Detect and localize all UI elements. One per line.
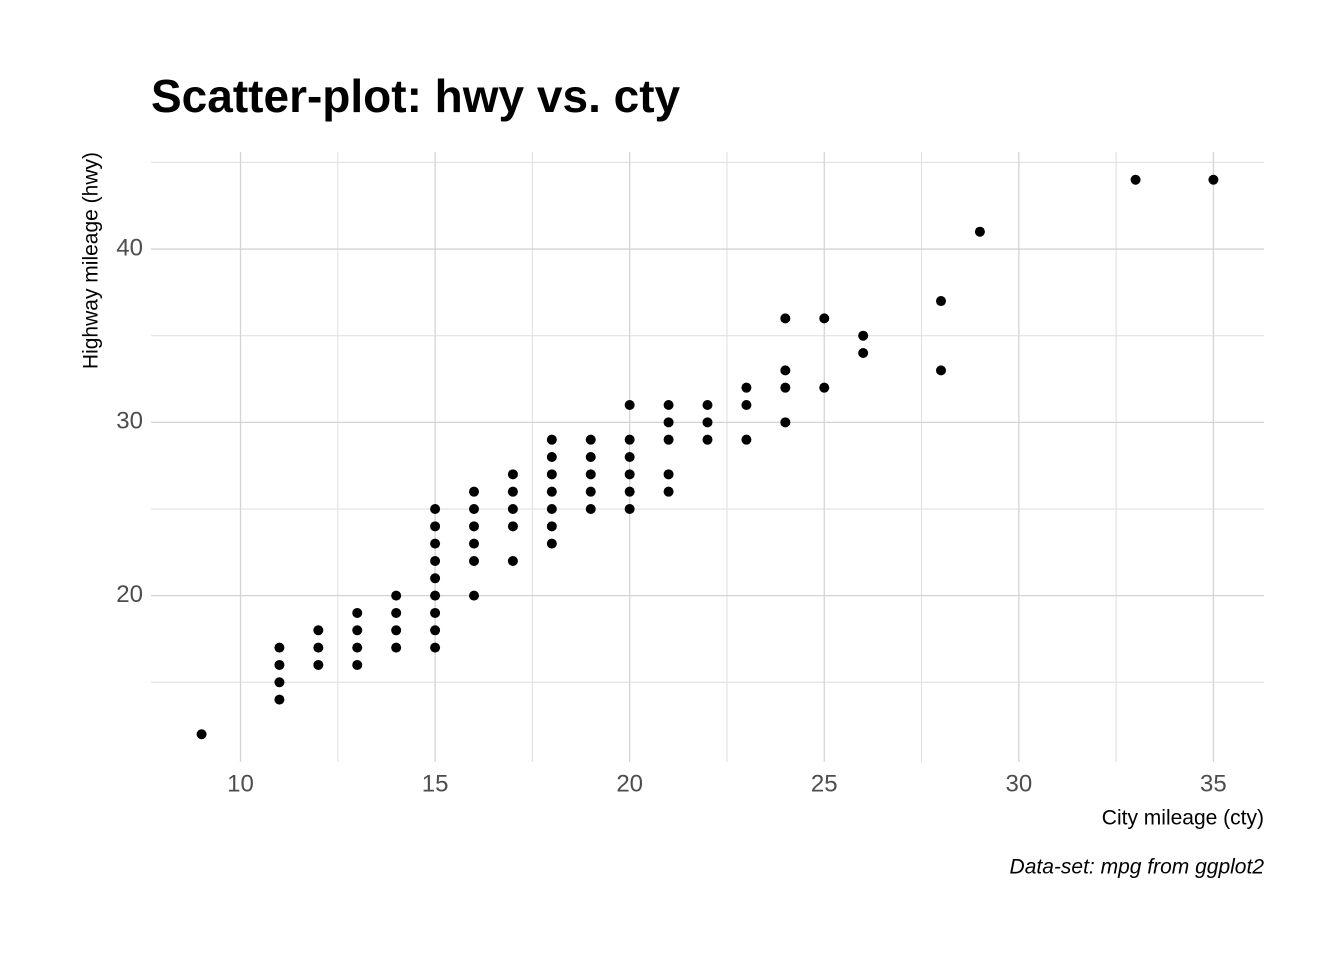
point	[352, 607, 363, 618]
point	[702, 400, 713, 411]
point	[663, 469, 674, 480]
point	[702, 417, 713, 428]
point	[585, 503, 596, 514]
point	[430, 503, 441, 514]
point	[663, 417, 674, 428]
point	[469, 503, 480, 514]
point	[313, 625, 324, 636]
point	[546, 503, 557, 514]
point	[313, 642, 324, 653]
point	[274, 694, 285, 705]
point	[274, 659, 285, 670]
point	[819, 382, 830, 393]
point	[935, 296, 946, 307]
point	[546, 538, 557, 549]
point	[430, 555, 441, 566]
point	[858, 348, 869, 359]
point	[507, 503, 518, 514]
point	[352, 625, 363, 636]
point	[741, 434, 752, 445]
point	[546, 469, 557, 480]
point	[585, 434, 596, 445]
point	[780, 365, 791, 376]
point	[546, 434, 557, 445]
point	[624, 400, 635, 411]
point	[507, 555, 518, 566]
point	[546, 452, 557, 462]
point	[935, 365, 946, 376]
point	[624, 469, 635, 480]
point	[430, 625, 441, 636]
point	[741, 382, 752, 393]
point	[430, 538, 441, 549]
point	[274, 642, 285, 653]
point	[430, 521, 441, 532]
point	[469, 538, 480, 549]
x-tick-label: 30	[1005, 770, 1032, 797]
point	[391, 625, 402, 636]
point	[352, 659, 363, 670]
point	[274, 677, 285, 688]
point	[507, 469, 518, 480]
y-tick-label: 20	[116, 581, 143, 608]
point	[585, 469, 596, 480]
point	[780, 382, 791, 393]
point	[507, 521, 518, 532]
point	[391, 642, 402, 653]
point	[313, 659, 324, 670]
point	[546, 486, 557, 497]
point	[624, 452, 635, 462]
point	[702, 434, 713, 445]
point	[780, 417, 791, 428]
point	[430, 573, 441, 584]
x-tick-label: 10	[227, 770, 254, 797]
point	[585, 452, 596, 462]
point	[624, 486, 635, 497]
point	[391, 607, 402, 618]
point	[1130, 174, 1141, 185]
point	[196, 729, 207, 740]
y-tick-label: 30	[116, 408, 143, 435]
point	[974, 226, 985, 237]
point	[469, 521, 480, 532]
point	[469, 555, 480, 566]
point	[507, 486, 518, 497]
point	[391, 590, 402, 601]
point	[819, 313, 830, 324]
point	[663, 434, 674, 445]
point	[780, 313, 791, 324]
point	[624, 434, 635, 445]
point	[546, 521, 557, 532]
point	[858, 330, 869, 341]
x-tick-label: 20	[616, 770, 643, 797]
point	[469, 486, 480, 497]
point	[741, 400, 752, 411]
y-tick-label: 40	[116, 234, 143, 261]
point	[430, 607, 441, 618]
point	[430, 642, 441, 653]
point	[663, 486, 674, 497]
y-axis-label: Highway mileage (hwy)	[80, 152, 103, 369]
x-tick-label: 35	[1200, 770, 1227, 797]
x-axis-label: City mileage (cty)	[1102, 807, 1264, 830]
point	[469, 590, 480, 601]
point	[430, 590, 441, 601]
point	[352, 642, 363, 653]
point	[585, 486, 596, 497]
point	[1208, 174, 1219, 185]
caption: Data-set: mpg from ggplot2	[1010, 856, 1265, 879]
x-tick-label: 25	[811, 770, 838, 797]
x-tick-label: 15	[422, 770, 449, 797]
point	[663, 400, 674, 411]
chart-title: Scatter-plot: hwy vs. cty	[151, 70, 681, 122]
point	[624, 503, 635, 514]
